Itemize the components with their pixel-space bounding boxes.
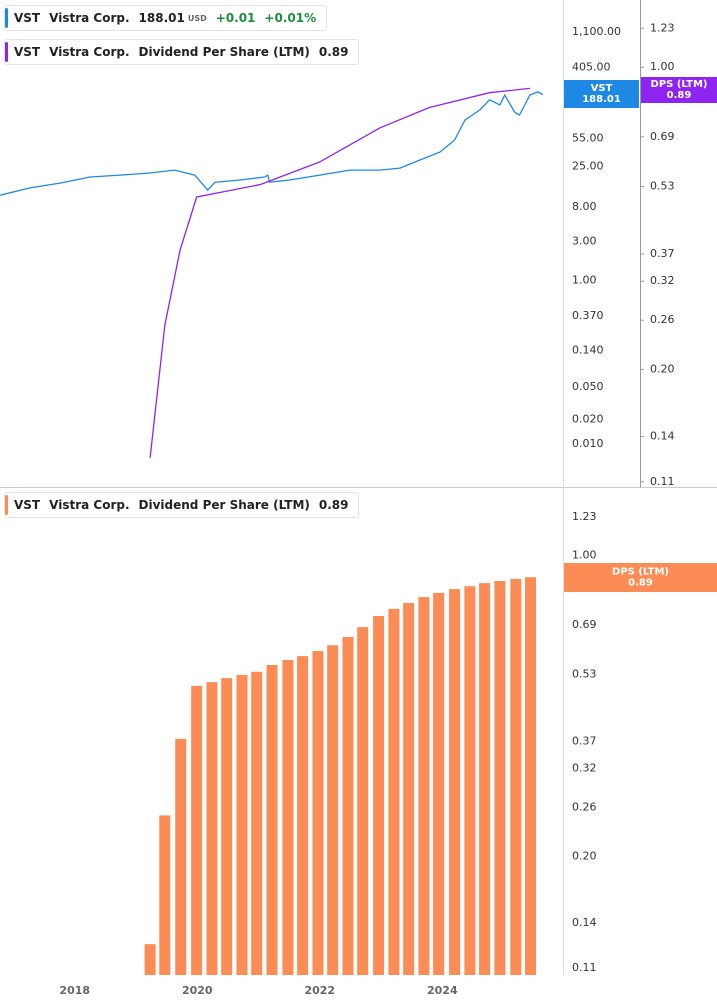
legend-ticker: VST — [14, 45, 41, 59]
x-tick-label: 2018 — [59, 984, 90, 997]
y-tick-label: 0.370 — [572, 309, 604, 322]
y-tick-label: 0.37 — [650, 247, 675, 260]
dps-badge-value: 0.89 — [628, 578, 653, 589]
y-tick-label: 0.11 — [572, 961, 597, 974]
bar — [266, 664, 278, 975]
x-tick-label: 2020 — [182, 984, 213, 997]
x-tick-label: 2022 — [304, 984, 335, 997]
y-tick-label: 55.00 — [572, 131, 604, 144]
x-tick-label: 2024 — [427, 984, 458, 997]
bar — [373, 615, 385, 975]
y-tick-label: 0.11 — [650, 475, 675, 488]
bar — [282, 660, 294, 975]
bar — [144, 944, 156, 975]
dps-badge-label: DPS (LTM) — [651, 79, 708, 90]
bar — [464, 586, 476, 975]
legend-company: Vistra Corp. — [49, 498, 130, 512]
dps-badge-value: 0.89 — [667, 90, 692, 101]
y-tick-label: 0.010 — [572, 437, 604, 450]
y-tick-label: 25.00 — [572, 159, 604, 172]
bar — [221, 678, 233, 975]
y-tick-label: 0.20 — [572, 849, 597, 862]
series-line — [0, 91, 544, 196]
legend-ticker: VST — [14, 498, 41, 512]
bar — [327, 645, 339, 975]
y-tick-label: 0.20 — [650, 363, 675, 376]
legend-value: 0.89 — [318, 45, 349, 59]
price-badge — [564, 80, 639, 108]
bar — [449, 589, 461, 975]
y-tick-label: 3.00 — [572, 235, 597, 248]
bar — [297, 656, 309, 975]
y-tick-label: 1.00 — [572, 274, 597, 287]
y-tick-label: 0.53 — [650, 179, 675, 192]
legend-price: VST Vistra Corp. 188.01 USD +0.01 +0.01% — [4, 5, 328, 31]
dps-badge — [564, 563, 717, 592]
bar — [236, 674, 248, 975]
y-tick-label: 0.53 — [572, 667, 597, 680]
legend-swatch — [5, 42, 8, 62]
legend-value: 0.89 — [318, 498, 349, 512]
y-tick-label: 0.37 — [572, 734, 597, 747]
legend-company: Vistra Corp. — [49, 45, 130, 59]
bar — [342, 636, 354, 975]
legend-metric: Dividend Per Share (LTM) — [138, 45, 310, 59]
y-tick-label: 1.00 — [650, 60, 675, 73]
y-tick-label: 0.26 — [650, 313, 675, 326]
legend-swatch — [5, 8, 8, 28]
bar — [494, 580, 506, 975]
y-tick-label: 0.69 — [650, 130, 675, 143]
bar — [510, 578, 522, 975]
price-badge-value: 188.01 — [582, 94, 621, 105]
legend-currency: USD — [187, 13, 207, 23]
y-tick-label: 0.26 — [572, 800, 597, 813]
bar — [388, 608, 400, 975]
legend-change-pct: +0.01% — [264, 11, 317, 25]
bar — [479, 583, 491, 975]
legend-metric: Dividend Per Share (LTM) — [138, 498, 310, 512]
y-tick-label: 0.69 — [572, 618, 597, 631]
y-tick-label: 1.00 — [572, 549, 597, 562]
bar — [433, 592, 445, 975]
dps-badge-label: DPS (LTM) — [612, 567, 669, 578]
bar — [418, 597, 430, 975]
legend-company: Vistra Corp. — [49, 11, 130, 25]
bar — [159, 815, 171, 975]
y-tick-label: 1,100.00 — [572, 25, 621, 38]
legend-change: +0.01 — [215, 11, 256, 25]
y-tick-label: 8.00 — [572, 200, 597, 213]
bar — [312, 651, 324, 975]
y-tick-label: 0.020 — [572, 413, 604, 426]
legend-ticker: VST — [14, 11, 41, 25]
y-tick-label: 0.14 — [572, 916, 597, 929]
dps-badge — [641, 77, 717, 103]
y-tick-label: 0.32 — [650, 274, 675, 287]
y-tick-label: 0.14 — [650, 430, 675, 443]
y-tick-label: 1.23 — [572, 510, 597, 523]
y-tick-label: 0.140 — [572, 343, 604, 356]
legend-dps: VST Vistra Corp. Dividend Per Share (LTM… — [4, 39, 360, 65]
price-badge-label: VST — [591, 83, 613, 94]
bar — [191, 685, 203, 975]
bar — [206, 682, 218, 975]
bar — [403, 603, 415, 975]
legend-dps-bars: VST Vistra Corp. Dividend Per Share (LTM… — [4, 492, 360, 518]
bar — [175, 738, 187, 975]
y-tick-label: 405.00 — [572, 60, 611, 73]
y-tick-label: 0.32 — [572, 762, 597, 775]
series-line — [149, 87, 530, 458]
bar — [357, 627, 369, 975]
legend-price-value: 188.01 — [138, 11, 185, 25]
legend-swatch — [5, 495, 8, 515]
y-tick-label: 1.23 — [650, 21, 675, 34]
bar — [525, 577, 537, 975]
y-tick-label: 0.050 — [572, 380, 604, 393]
bar — [251, 671, 263, 975]
